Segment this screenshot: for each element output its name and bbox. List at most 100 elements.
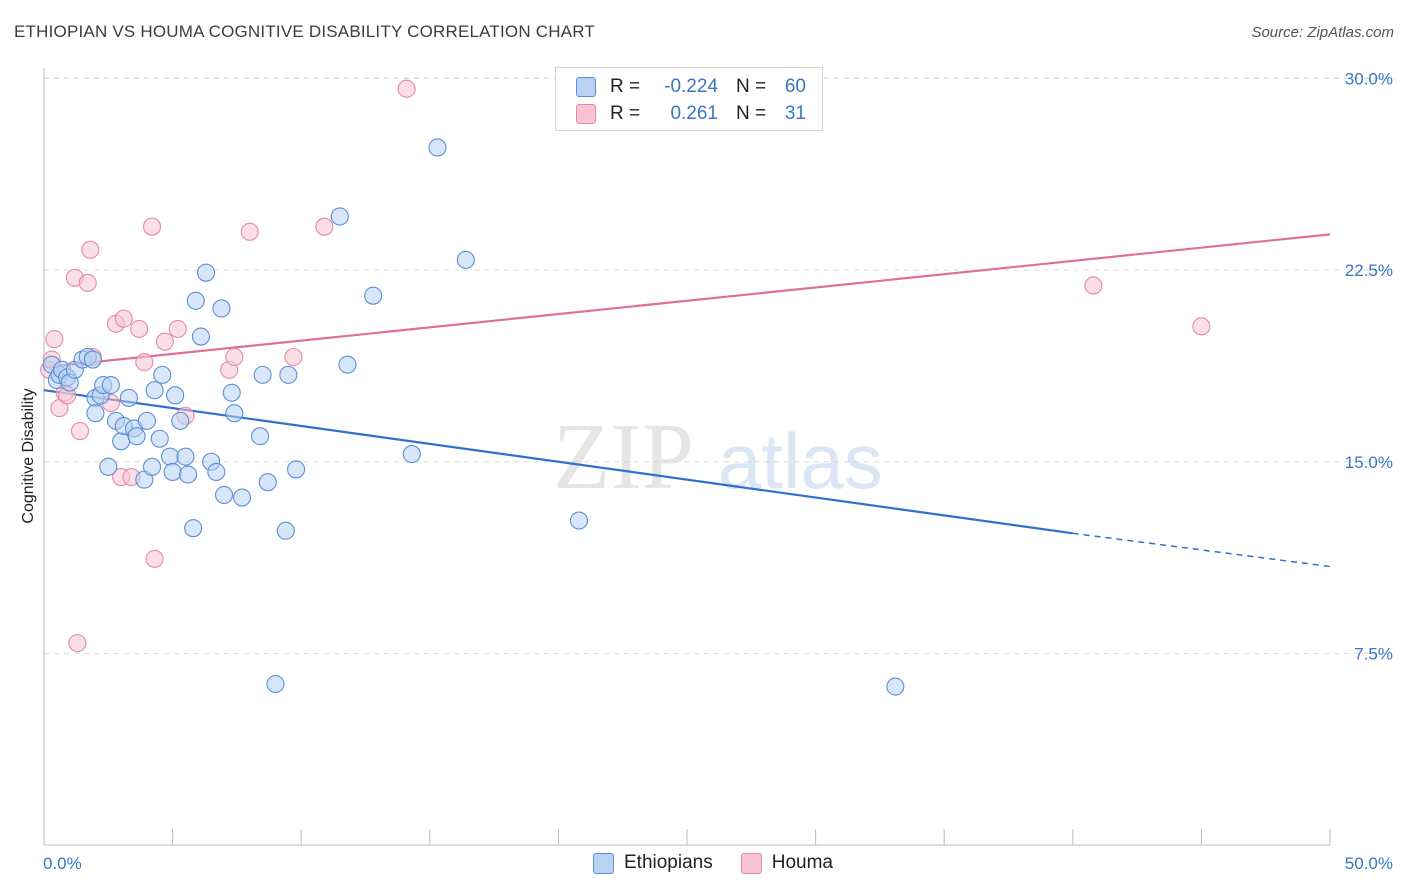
houma-point [155,332,174,351]
legend-swatch-blue [576,77,596,97]
houma-point [1084,276,1103,295]
houma-point [315,217,334,236]
legend-row-ethiopians: R = -0.224 N = 60 [576,74,806,100]
legend-swatch-pink [576,104,596,124]
houma-point [70,422,90,441]
ethiopian-point [214,485,234,505]
houma-point [68,634,87,653]
ethiopian-point [225,404,244,423]
houma-point [284,347,303,367]
houma-point [45,330,64,349]
legend-r-label: R = [610,76,641,97]
series-legend-houma[interactable]: Houma [740,852,833,874]
ethiopian-trend-line [43,389,1073,535]
ethiopian-point [163,462,182,482]
legend-n-label: N = [736,76,767,97]
trend-lines [43,233,1331,568]
legend-n-value: 31 [784,103,806,124]
legend-box: R = -0.224 N = 60 R = 0.261 N = 31 [555,67,823,131]
chart-title: ETHIOPIAN VS HOUMA COGNITIVE DISABILITY … [14,22,595,41]
ethiopian-point [186,291,205,310]
ethiopian-point [171,411,190,430]
ethiopian-point [258,473,277,492]
ethiopian-point [253,365,272,384]
data-points [40,79,1211,696]
houma-point [225,347,244,367]
x-tick-label: 50.0% [1345,854,1393,873]
ethiopian-point [266,674,285,694]
ethiopian-point [153,365,172,384]
ethiopian-point [101,376,120,395]
ethiopian-point [119,388,138,407]
y-tick-label: 22.5% [1345,261,1393,280]
ethiopian-point [184,519,203,538]
ethiopian-point [178,465,198,484]
ethiopian-point [402,445,421,464]
source-label: Source: ZipAtlas.com [1251,24,1394,41]
houma-trend-line [43,233,1331,369]
tick-labels: 7.5% 15.0% 22.5% 30.0% 0.0% 50.0% [43,70,1393,874]
y-tick-label: 30.0% [1345,70,1393,89]
ethiopian-point [287,460,306,479]
ethiopian-point [99,457,118,476]
ethiopian-point [142,457,162,476]
legend-n-label: N = [736,103,767,124]
ethiopian-point [86,404,105,423]
ethiopian-point [145,381,164,400]
watermark-atlas: atlas [718,417,883,505]
houma-point [78,273,97,292]
ethiopian-point [428,138,447,157]
ethiopian-point [137,411,156,430]
legend-n-value: 60 [784,76,806,97]
houma-point [145,549,164,568]
ethiopian-point [207,462,226,482]
ethiopian-point [276,521,295,540]
watermark-zip: ZIP [553,405,694,509]
legend-r-value: 0.261 [670,103,718,124]
ethiopian-point [279,365,298,384]
y-axis-label: Cognitive Disability [20,388,37,523]
series-legend: Ethiopians Houma [593,852,861,874]
ethiopian-point [150,429,169,448]
ethiopian-point [112,432,131,451]
ethiopian-point [127,427,146,446]
gridlines [44,77,1395,654]
ethiopian-point [338,355,357,374]
legend-swatch-blue [593,852,614,874]
houma-point [114,309,133,328]
ethiopian-point [456,250,475,269]
axes [43,68,1331,846]
ethiopian-point [250,427,270,446]
ethiopian-point [83,350,102,369]
ethiopian-point [166,386,185,405]
series-legend-label: Houma [771,852,833,873]
y-tick-label: 7.5% [1354,644,1393,663]
ethiopian-point [569,511,589,530]
y-tick-label: 15.0% [1345,453,1393,472]
houma-point [168,319,187,338]
houma-point [142,217,162,236]
ethiopian-point [212,299,231,318]
legend-r-value: -0.224 [664,76,718,97]
ethiopian-point [191,327,210,346]
ethiopian-point [886,677,905,696]
legend-row-houma: R = 0.261 N = 31 [576,101,806,127]
ethiopian-point [160,447,180,466]
legend-swatch-pink [740,852,762,874]
houma-point [240,222,259,241]
ethiopian-point [364,286,383,305]
watermark: ZIP atlas [553,405,883,509]
houma-point [81,240,100,259]
ethiopian-point [222,383,241,402]
houma-point [1192,317,1211,336]
houma-point [130,319,149,338]
ethiopian-trend-extension [1072,532,1331,568]
ethiopian-point [330,207,349,226]
houma-point [397,79,416,98]
series-legend-ethiopians[interactable]: Ethiopians [593,852,713,874]
ethiopian-point [176,447,195,466]
x-tick-label: 0.0% [43,854,82,873]
legend-r-label: R = [610,103,641,124]
ethiopian-point [232,488,252,507]
